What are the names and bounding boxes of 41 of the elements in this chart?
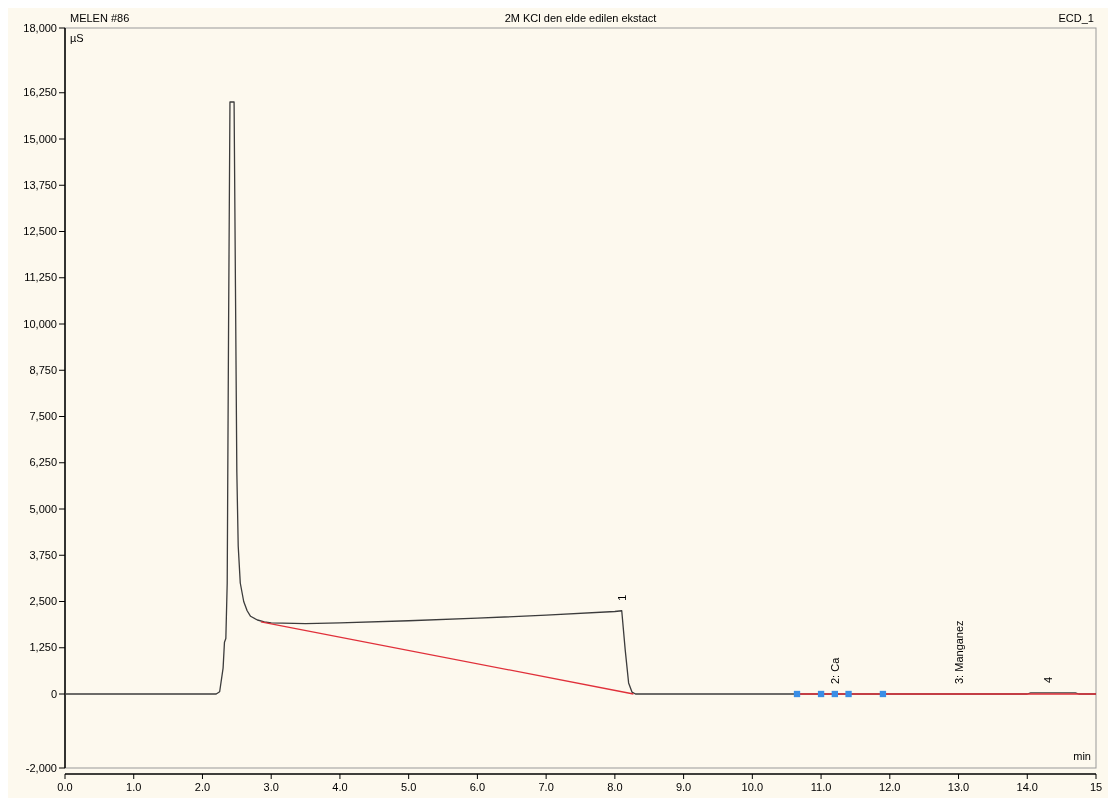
- y-axis-title: µS: [70, 32, 84, 44]
- y-tick-label: 18,000: [23, 21, 57, 34]
- annotation: 4: [1041, 676, 1054, 683]
- annotation: 2: Ca: [828, 656, 841, 684]
- x-tick-label: 6.0: [469, 781, 486, 793]
- y-tick-label: 0: [50, 687, 57, 700]
- y-tick-label: 11,250: [24, 271, 57, 284]
- y-tick-label: 1,250: [29, 641, 57, 654]
- x-tick-label: 7.0: [538, 781, 554, 793]
- x-tick-label: 14.0: [1016, 781, 1038, 793]
- x-tick-label: 1.0: [126, 781, 142, 793]
- x-tick-label: 11.0: [810, 781, 832, 793]
- x-tick-label: 12.0: [879, 781, 901, 793]
- x-axis-title: min: [1073, 750, 1091, 762]
- x-tick-label: 2.0: [194, 781, 211, 793]
- x-tick-label: 0.0: [57, 781, 73, 793]
- x-tick-label: 9.0: [675, 781, 692, 793]
- x-tick-label: 4.0: [332, 781, 348, 793]
- y-tick-label: 12,500: [23, 225, 57, 238]
- chart-title: 2M KCl den elde edilen ekstact: [504, 12, 657, 24]
- y-tick-label: 3,750: [29, 548, 57, 561]
- y-tick-label: 2,500: [29, 595, 57, 608]
- y-tick-label: 16,250: [23, 86, 57, 99]
- annotation: 1: [615, 594, 628, 601]
- x-tick-label: 10.0: [741, 781, 764, 793]
- y-tick-label: 15,000: [23, 132, 57, 145]
- annotation: 3: Manganez: [952, 620, 965, 684]
- y-tick-label: 6,250: [29, 456, 57, 469]
- y-tick-label: -2,000: [25, 761, 57, 774]
- y-tick-label: 7,500: [29, 410, 57, 423]
- text: ECD_1: [1058, 12, 1094, 24]
- y-tick-label: 8,750: [29, 363, 57, 376]
- x-tick-label: 15: [1089, 781, 1103, 793]
- y-tick-label: 10,000: [23, 317, 57, 330]
- x-tick-label: 13.0: [947, 781, 970, 793]
- y-tick-label: 13,750: [23, 178, 57, 191]
- x-tick-label: 8.0: [607, 781, 623, 793]
- text: MELEN #86: [70, 12, 130, 24]
- x-tick-label: 3.0: [263, 781, 279, 793]
- x-tick-label: 5.0: [401, 781, 417, 793]
- y-tick-label: 5,000: [29, 502, 57, 515]
